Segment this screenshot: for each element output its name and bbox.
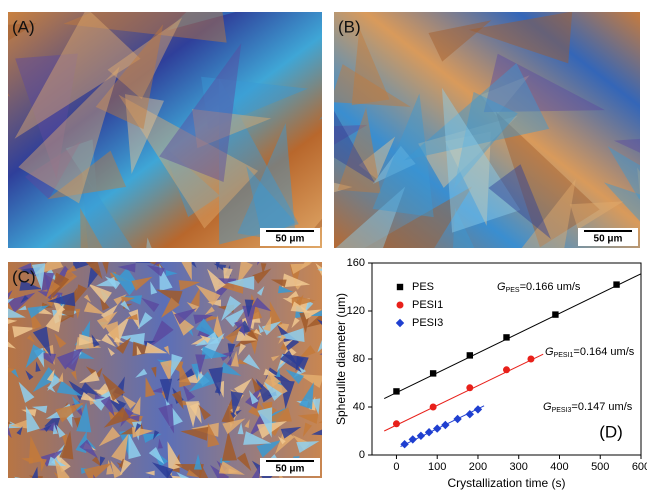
data-point xyxy=(441,421,449,429)
rate-annotation: GPES=0.166 um/s xyxy=(497,281,581,294)
rate-value: =0.147 um/s xyxy=(571,401,632,413)
data-point xyxy=(433,424,441,432)
data-point xyxy=(474,405,482,413)
micrographs: (A) 50 μm (B) 50 μm (C) 50 μm xyxy=(0,0,647,493)
scale-bar-label: 50 μm xyxy=(594,234,623,245)
data-point xyxy=(503,366,510,373)
x-tick-label: 100 xyxy=(428,461,446,473)
y-tick-label: 80 xyxy=(353,353,365,365)
data-point xyxy=(393,420,400,427)
panel-label: (A) xyxy=(12,17,35,36)
data-point xyxy=(503,334,509,340)
x-tick-label: 500 xyxy=(591,461,609,473)
crystal-texture xyxy=(255,476,269,493)
legend-marker xyxy=(397,284,403,290)
x-tick-label: 400 xyxy=(550,461,568,473)
rate-value: =0.164 um/s xyxy=(573,346,634,358)
crystal-texture xyxy=(14,477,40,493)
scale-bar-label: 50 μm xyxy=(276,464,305,475)
legend-label: PESI3 xyxy=(412,317,443,329)
data-point xyxy=(425,428,433,436)
legend-label: PESI1 xyxy=(412,299,443,311)
data-point xyxy=(430,370,436,376)
data-point xyxy=(453,415,461,423)
fit-line xyxy=(384,354,543,431)
legend-marker xyxy=(397,302,404,309)
crystal-texture xyxy=(149,476,163,493)
y-tick-label: 40 xyxy=(353,401,365,413)
chart: 0 40 80 120 160 0 100 200 300 400 500 600 Crystalliz… xyxy=(334,257,647,490)
data-point xyxy=(552,311,558,317)
crystal-texture xyxy=(346,0,384,12)
data-point xyxy=(393,388,399,394)
data-point xyxy=(466,384,473,391)
x-axis-label: Crystallization time (s) xyxy=(447,476,565,490)
rate-subscript: PESI1 xyxy=(554,352,574,359)
data-point xyxy=(527,356,534,363)
x-tick-label: 0 xyxy=(393,461,399,473)
micrograph xyxy=(0,236,343,493)
scale-bar-label: 50 μm xyxy=(276,234,305,245)
panel-label: (D) xyxy=(599,422,623,441)
legend-label: PES xyxy=(412,281,434,293)
panel-label: (C) xyxy=(12,267,36,286)
y-tick-label: 0 xyxy=(359,449,365,461)
data-point xyxy=(400,440,408,448)
rate-annotation: GPESI3=0.147 um/s xyxy=(543,401,633,414)
crystal-texture xyxy=(136,255,151,263)
data-point xyxy=(613,281,619,287)
y-tick-label: 120 xyxy=(347,305,365,317)
crystal-texture xyxy=(0,330,9,355)
y-axis-label: Spherulite diameter (um) xyxy=(334,293,348,425)
panel-label: (B) xyxy=(338,17,361,36)
rate-subscript: PESI3 xyxy=(552,407,572,414)
crystal-texture xyxy=(322,265,336,273)
crystal-texture xyxy=(0,366,9,382)
x-tick-label: 300 xyxy=(510,461,528,473)
data-point xyxy=(417,432,425,440)
figure: (A) 50 μm (B) 50 μm (C) 50 μm 0 40 80 120 160 0 100… xyxy=(0,0,647,493)
data-point xyxy=(430,404,437,411)
y-tick-label: 160 xyxy=(347,257,365,269)
crystal-texture xyxy=(146,477,167,493)
rate-value: =0.166 um/s xyxy=(520,281,581,293)
data-point xyxy=(467,352,473,358)
rate-annotation: GPESI1=0.164 um/s xyxy=(545,346,635,359)
rate-subscript: PES xyxy=(506,287,520,294)
x-tick-label: 600 xyxy=(632,461,647,473)
legend-marker xyxy=(396,319,404,327)
x-tick-label: 200 xyxy=(469,461,487,473)
crystal-texture xyxy=(71,250,80,264)
